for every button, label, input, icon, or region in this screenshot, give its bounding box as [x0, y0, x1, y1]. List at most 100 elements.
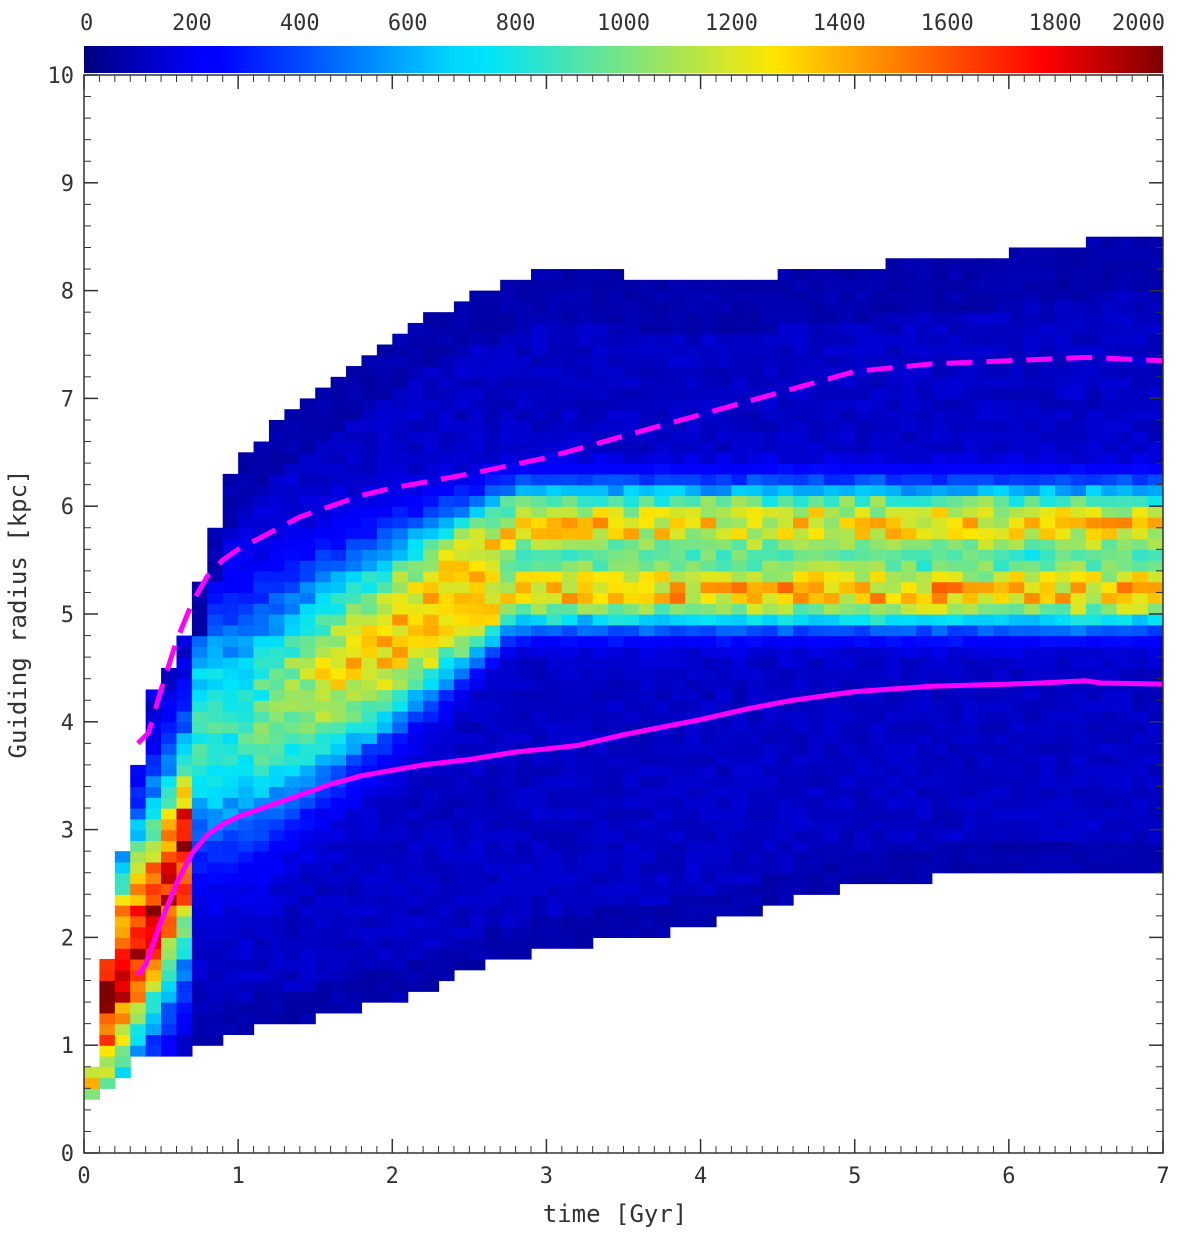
heatmap-cell [1147, 570, 1163, 583]
heatmap-cell [238, 592, 255, 604]
heatmap-cell [1055, 614, 1072, 626]
heatmap-cell [346, 915, 363, 928]
heatmap-cell [885, 764, 902, 777]
heatmap-cell [731, 387, 748, 399]
heatmap-cell [423, 678, 440, 691]
heatmap-cell [407, 829, 424, 841]
heatmap-cell [1039, 689, 1056, 701]
heatmap-cell [654, 538, 671, 550]
heatmap-cell [577, 463, 594, 475]
heatmap-cell [238, 646, 255, 658]
heatmap-cell [376, 441, 393, 453]
heatmap-cell [608, 495, 625, 507]
heatmap-cell [700, 775, 717, 788]
heatmap-cell [870, 797, 887, 809]
heatmap-cell [1055, 829, 1072, 841]
heatmap-cell [1132, 398, 1149, 410]
heatmap-cell [407, 969, 424, 982]
heatmap-cell [900, 678, 917, 691]
heatmap-cell [484, 905, 501, 917]
heatmap-cell [577, 818, 594, 831]
heatmap-cell [330, 549, 347, 561]
heatmap-cell [746, 527, 763, 540]
heatmap-cell [191, 603, 208, 615]
heatmap-cell [330, 926, 347, 938]
heatmap-cell [469, 614, 486, 626]
heatmap-cell [777, 312, 794, 324]
heatmap-cell [500, 915, 517, 928]
heatmap-cell [1024, 269, 1041, 281]
heatmap-cell [1024, 570, 1041, 583]
heatmap-cell [623, 721, 640, 734]
heatmap-cell [315, 883, 332, 895]
heatmap-cell [546, 506, 563, 518]
heatmap-cell [515, 872, 532, 885]
heatmap-cell [762, 614, 779, 626]
heatmap-cell [392, 376, 409, 389]
heatmap-cell [1101, 452, 1118, 464]
heatmap-cell [669, 667, 686, 680]
heatmap-cell [268, 624, 285, 637]
heatmap-cell [1101, 516, 1118, 529]
heatmap-cell [746, 711, 763, 723]
heatmap-cell [299, 851, 316, 863]
heatmap-cell [1070, 333, 1087, 346]
heatmap-cell [531, 473, 548, 486]
heatmap-cell [484, 700, 501, 712]
heatmap-cell [731, 430, 748, 443]
heatmap-cell [916, 279, 933, 292]
heatmap-cell [130, 797, 147, 809]
heatmap-cell [731, 473, 748, 486]
heatmap-cell [900, 754, 917, 766]
heatmap-cell [500, 549, 517, 561]
heatmap-cell [330, 506, 347, 518]
heatmap-cell [931, 818, 948, 831]
heatmap-cell [808, 775, 825, 788]
heatmap-cell [299, 905, 316, 917]
heatmap-cell [531, 398, 548, 410]
heatmap-cell [931, 861, 948, 874]
heatmap-cell [900, 441, 917, 453]
heatmap-cell [715, 624, 732, 637]
heatmap-cell [777, 430, 794, 443]
heatmap-cell [746, 495, 763, 507]
heatmap-cell [238, 980, 255, 992]
heatmap-cell [531, 290, 548, 302]
heatmap-cell [1147, 581, 1163, 594]
heatmap-cell [762, 322, 779, 335]
heatmap-cell [268, 667, 285, 680]
heatmap-cell [823, 732, 840, 744]
heatmap-cell [1024, 657, 1041, 669]
heatmap-cell [608, 506, 625, 518]
heatmap-cell [900, 549, 917, 561]
heatmap-cell [484, 473, 501, 486]
heatmap-cell [346, 452, 363, 464]
heatmap-cell [1024, 754, 1041, 766]
heatmap-cell [870, 624, 887, 637]
heatmap-cell [900, 355, 917, 367]
heatmap-cell [962, 851, 979, 863]
heatmap-cell [376, 786, 393, 798]
heatmap-cell [346, 797, 363, 809]
heatmap-cell [854, 721, 871, 734]
heatmap-cell [1070, 743, 1087, 755]
heatmap-cell [1116, 635, 1133, 647]
heatmap-cell [392, 635, 409, 647]
heatmap-cell [161, 1034, 178, 1046]
heatmap-cell [870, 441, 887, 453]
heatmap-cell [685, 333, 702, 346]
heatmap-cell [978, 322, 995, 335]
heatmap-cell [453, 861, 470, 874]
heatmap-cell [669, 861, 686, 874]
heatmap-cell [330, 721, 347, 734]
heatmap-cell [608, 603, 625, 615]
heatmap-cell [885, 797, 902, 809]
heatmap-cell [947, 646, 964, 658]
heatmap-cell [453, 473, 470, 486]
heatmap-cell [515, 355, 532, 367]
heatmap-cell [1039, 840, 1056, 852]
heatmap-cell [423, 560, 440, 572]
heatmap-cell [839, 570, 856, 583]
heatmap-cell [1132, 441, 1149, 453]
heatmap-cell [839, 818, 856, 831]
